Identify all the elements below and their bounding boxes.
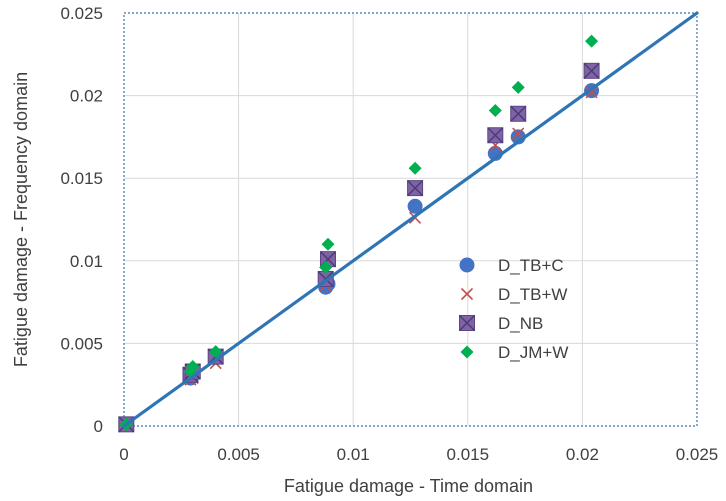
- reference-line: [122, 11, 699, 428]
- data-point: [585, 86, 598, 99]
- legend-item: D_TB+C: [459, 256, 564, 275]
- legend-label: D_TB+C: [498, 256, 564, 275]
- legend-item: D_NB: [459, 314, 543, 333]
- legend-marker: [459, 315, 475, 331]
- x-tick-label: 0.015: [447, 445, 490, 464]
- gridlines: [124, 13, 697, 426]
- data-points: [118, 34, 600, 433]
- legend-item: D_JM+W: [460, 343, 568, 362]
- y-tick-label: 0.005: [60, 334, 103, 353]
- data-point: [488, 103, 502, 117]
- y-tick-label: 0: [94, 417, 103, 436]
- x-tick-label: 0.005: [217, 445, 260, 464]
- legend-marker: [459, 257, 475, 273]
- data-point: [407, 180, 424, 197]
- legend-label: D_NB: [498, 314, 543, 333]
- legend-marker: [460, 287, 474, 301]
- data-point: [209, 345, 223, 359]
- x-tick-label: 0: [119, 445, 128, 464]
- data-point: [186, 360, 200, 374]
- x-tick-label: 0.025: [676, 445, 719, 464]
- x-axis-title: Fatigue damage - Time domain: [284, 476, 533, 496]
- data-point: [407, 198, 423, 214]
- legend-label: D_TB+W: [498, 285, 567, 304]
- x-tick-label: 0.01: [337, 445, 370, 464]
- legend-marker: [460, 345, 474, 359]
- data-point: [408, 161, 422, 175]
- data-point: [319, 260, 333, 274]
- plot-area-border: [123, 12, 698, 427]
- y-tick-label: 0.015: [60, 169, 103, 188]
- y-tick-label: 0.02: [70, 87, 103, 106]
- legend: D_TB+C D_TB+W D_NB D_JM+W: [459, 256, 568, 362]
- y-axis-ticks: 0 0.005 0.01 0.015 0.02 0.025: [60, 4, 103, 436]
- data-point: [583, 62, 600, 79]
- data-point: [510, 105, 527, 122]
- y-tick-label: 0.01: [70, 252, 103, 271]
- y-tick-label: 0.025: [60, 4, 103, 23]
- y-axis-title: Fatigue damage - Frequency domain: [11, 72, 31, 367]
- data-point: [487, 127, 504, 144]
- x-axis-ticks: 0 0.005 0.01 0.015 0.02 0.025: [119, 445, 718, 464]
- data-point: [585, 34, 599, 48]
- legend-label: D_JM+W: [498, 343, 568, 362]
- legend-item: D_TB+W: [460, 285, 567, 304]
- data-point: [511, 80, 525, 94]
- series-d-jm-w: [119, 34, 599, 431]
- x-tick-label: 0.02: [566, 445, 599, 464]
- data-point: [321, 237, 335, 251]
